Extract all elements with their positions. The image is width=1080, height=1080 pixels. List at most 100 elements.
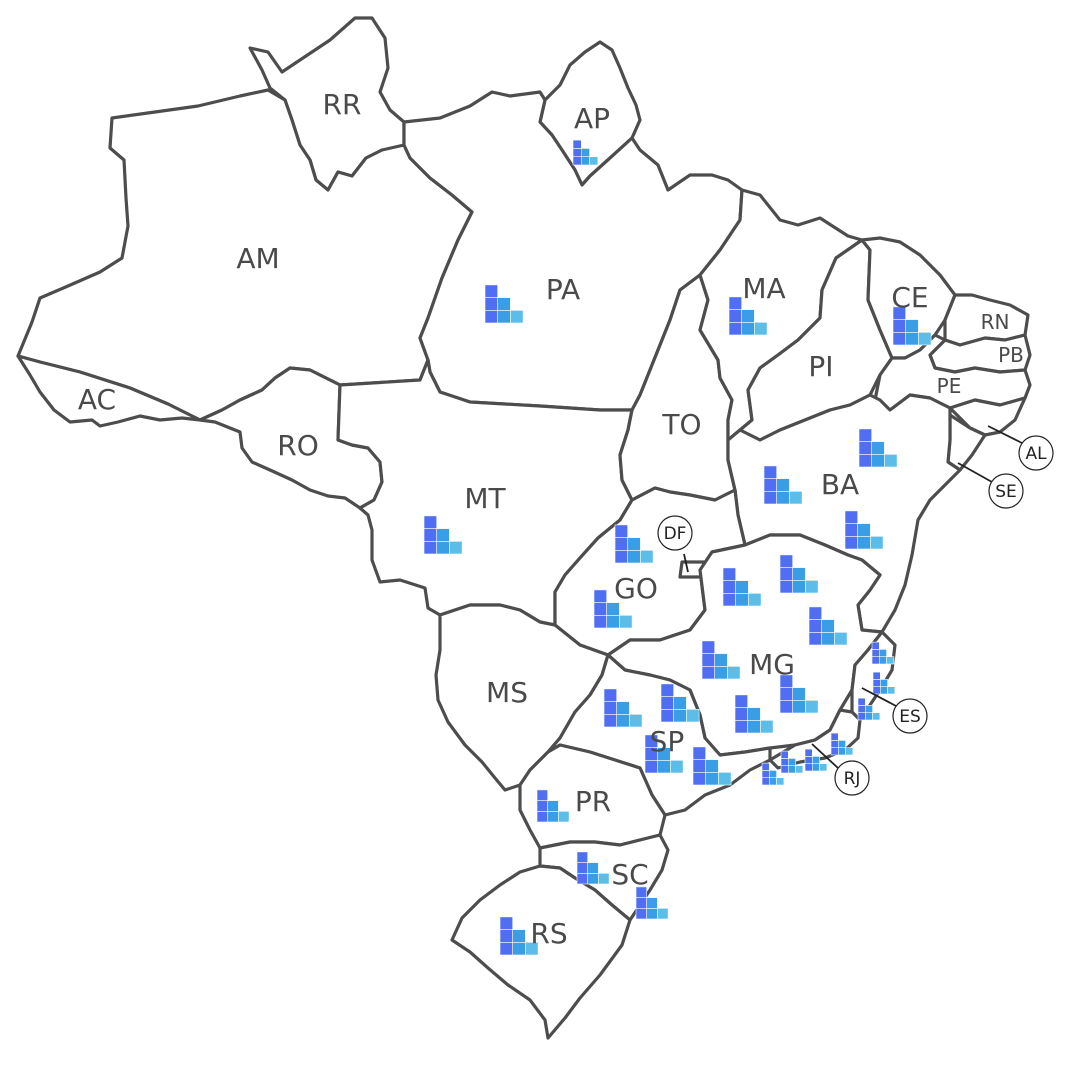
bar-glyph-cell — [701, 640, 715, 654]
bar-glyph-cell — [844, 523, 858, 537]
callout-line-es — [861, 687, 897, 707]
callout-circle-es — [892, 698, 928, 734]
bar-glyph-cell — [858, 453, 872, 468]
bar-glyph-cell — [593, 614, 607, 629]
bar-glyph-cell — [705, 771, 719, 786]
state-label-go: GO — [614, 572, 658, 605]
state-label-ac: AC — [78, 383, 116, 416]
bar-glyph-cell — [763, 465, 777, 479]
bar-glyph-cell — [692, 746, 706, 760]
bar-glyph-cell — [779, 674, 793, 688]
bar-glyph-cell — [776, 478, 790, 492]
state-label-mt: MT — [464, 482, 506, 515]
bar-glyph-cell — [871, 441, 885, 455]
bar-glyph-cell — [692, 771, 706, 786]
bar-glyph — [763, 465, 803, 505]
bar-glyph-cell — [499, 941, 513, 956]
bar-glyph-cell — [640, 549, 654, 564]
bar-glyph-cell — [805, 579, 819, 594]
bar-glyph-cell — [884, 453, 898, 468]
bar-glyph — [871, 641, 895, 665]
bar-glyph-cell — [844, 510, 858, 524]
callout-df[interactable]: DF — [657, 515, 693, 573]
bar-glyph — [892, 306, 932, 346]
bar-glyph-cell — [629, 713, 643, 728]
bar-glyph-cell — [805, 699, 819, 714]
callout-se[interactable]: SE — [957, 462, 1024, 509]
bar-glyph-cell — [857, 697, 866, 706]
state-label-sc: SC — [611, 858, 648, 891]
state-label-rn: RN — [981, 310, 1010, 334]
bar-glyph-cell — [701, 653, 715, 667]
bar-glyph-cell — [735, 580, 749, 594]
bar-glyph-cell — [768, 777, 777, 786]
bar-glyph-cell — [606, 614, 620, 629]
state-label-mg: MG — [749, 648, 795, 681]
bar-glyph-cell — [878, 649, 887, 658]
bar-glyph-cell — [747, 707, 761, 721]
bar-glyph-cell — [714, 653, 728, 667]
bar-glyph-cell — [423, 528, 437, 542]
bar-glyph — [593, 589, 633, 629]
bar-glyph-cell — [734, 719, 748, 734]
bar-glyph — [844, 510, 884, 550]
bar-glyph-cell — [598, 872, 610, 885]
bar-glyph-cell — [718, 771, 732, 786]
bar-glyph — [779, 554, 819, 594]
bar-glyph-cell — [819, 763, 828, 772]
bar-glyph-cell — [705, 759, 719, 773]
bar-glyph-cell — [871, 641, 880, 650]
state-label-ro: RO — [277, 429, 319, 462]
bar-glyph — [804, 748, 828, 772]
bar-glyph-cell — [497, 297, 511, 311]
bar-glyph-cell — [761, 770, 770, 779]
bar-glyph-cell — [673, 696, 687, 710]
callout-al[interactable]: AL — [987, 425, 1054, 471]
bar-glyph — [779, 674, 819, 714]
bar-glyph-cell — [887, 686, 896, 695]
bar-glyph — [572, 139, 599, 166]
callout-es[interactable]: ES — [861, 687, 928, 734]
bar-glyph — [722, 567, 762, 607]
state-shape-ac[interactable] — [16, 354, 202, 428]
callout-line-rj — [811, 743, 839, 769]
bar-glyph — [830, 732, 854, 756]
bar-glyph-cell — [787, 765, 796, 774]
bar-glyph-cell — [789, 490, 803, 505]
bar-glyph-cell — [830, 747, 839, 756]
bar-glyph-cell — [830, 732, 839, 741]
state-shape-rs[interactable] — [450, 864, 632, 1040]
bar-glyph — [576, 851, 610, 885]
bar-glyph-cell — [776, 777, 785, 786]
state-label-sp: SP — [650, 725, 685, 758]
bar-glyph-cell — [436, 528, 450, 542]
bar-glyph-cell — [864, 712, 873, 721]
bar-glyph-cell — [603, 688, 617, 702]
bar-glyph-cell — [808, 619, 822, 633]
state-label-am: AM — [236, 242, 279, 275]
bar-glyph — [499, 916, 539, 956]
callout-rj[interactable]: RJ — [811, 743, 870, 796]
bar-glyph-cell — [614, 549, 628, 564]
bar-glyph-cell — [589, 156, 599, 166]
bar-glyph-cell — [714, 665, 728, 680]
bar-glyph-cell — [857, 523, 871, 537]
bar-glyph-cell — [558, 810, 570, 823]
state-label-rs: RS — [530, 917, 567, 950]
bar-glyph-cell — [879, 679, 888, 688]
bar-glyph-cell — [792, 699, 806, 714]
bar-glyph-cell — [821, 619, 835, 633]
bar-glyph-cell — [580, 148, 590, 157]
bar-glyph-cell — [499, 916, 513, 930]
bar-glyph-cell — [811, 756, 820, 765]
bar-glyph-cell — [872, 671, 881, 680]
bar-glyph-cell — [547, 810, 559, 823]
bar-glyph-cell — [857, 535, 871, 550]
bar-glyph-cell — [760, 719, 774, 734]
bar-glyph-cell — [587, 872, 599, 885]
bar-glyph-cell — [657, 907, 669, 920]
bar-glyph-cell — [728, 321, 742, 336]
bar-glyph-cell — [722, 592, 736, 607]
bar-glyph-cell — [657, 759, 671, 774]
bar-glyph-cell — [872, 686, 881, 695]
